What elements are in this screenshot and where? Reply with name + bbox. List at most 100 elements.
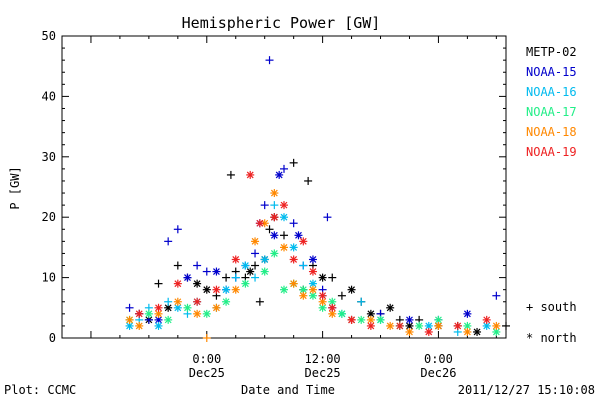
north-marker: [318, 291, 327, 300]
x-tick-time-label: 0:00: [424, 352, 453, 366]
north-marker: [366, 315, 375, 324]
north-marker: [308, 255, 317, 264]
north-marker: [154, 321, 163, 330]
south-marker: [125, 303, 134, 312]
north-marker: [415, 321, 424, 330]
north-marker: [337, 309, 346, 318]
south-marker: [173, 261, 182, 270]
legend-entry: METP-02: [526, 45, 577, 59]
north-marker: [270, 231, 279, 240]
north-marker: [328, 309, 337, 318]
south-marker: [492, 291, 501, 300]
marker-legend-entry: * north: [526, 331, 577, 345]
north-marker: [318, 273, 327, 282]
y-axis-ticks: 0 10 20 30 40 50: [42, 29, 506, 345]
north-marker: [289, 255, 298, 264]
marker-legend: + south * north: [526, 300, 577, 345]
south-marker: [202, 334, 211, 342]
south-marker: [323, 213, 332, 222]
north-marker: [328, 303, 337, 312]
north-marker: [212, 267, 221, 276]
legend-entry: NOAA-15: [526, 65, 577, 79]
north-marker: [395, 321, 404, 330]
south-marker: [222, 273, 231, 282]
north-marker: [347, 315, 356, 324]
north-marker: [463, 309, 472, 318]
north-marker: [202, 285, 211, 294]
y-axis-label: P [GW]: [8, 166, 22, 209]
north-marker: [246, 267, 255, 276]
y-tick-label: 50: [42, 29, 56, 43]
south-marker: [260, 201, 269, 210]
plot-timestamp: 2011/12/27 15:10:08: [458, 383, 595, 397]
south-marker: [289, 158, 298, 167]
x-tick-time-label: 0:00: [192, 352, 221, 366]
x-tick-time-label: 12:00: [305, 352, 341, 366]
chart-title: Hemispheric Power [GW]: [182, 14, 381, 32]
north-marker: [280, 285, 288, 294]
north-marker: [241, 261, 250, 270]
north-marker: [347, 285, 356, 294]
south-marker: [173, 225, 182, 234]
north-marker: [231, 255, 240, 264]
south-marker: [328, 273, 337, 282]
south-marker: [251, 261, 260, 270]
south-marker: [280, 164, 288, 173]
y-tick-label: 40: [42, 89, 56, 103]
north-marker: [202, 309, 211, 318]
south-marker: [164, 237, 173, 246]
north-marker: [405, 327, 414, 336]
plot-credit: Plot: CCMC: [4, 383, 76, 397]
data-markers: [125, 56, 510, 342]
north-marker: [241, 279, 250, 288]
south-marker: [265, 225, 274, 234]
north-marker: [275, 170, 284, 179]
marker-legend-entry: + south: [526, 300, 577, 314]
south-marker: [357, 297, 366, 306]
north-marker: [222, 297, 231, 306]
north-marker: [482, 315, 491, 324]
north-marker: [212, 303, 221, 312]
north-marker: [183, 273, 192, 282]
north-marker: [246, 170, 255, 179]
north-marker: [222, 285, 231, 294]
north-marker: [473, 327, 482, 336]
north-marker: [280, 213, 288, 222]
north-marker: [231, 285, 240, 294]
north-marker: [135, 321, 144, 330]
south-marker: [289, 219, 298, 228]
south-marker: [231, 273, 240, 282]
north-marker: [173, 279, 182, 288]
north-marker: [193, 309, 202, 318]
north-marker: [308, 267, 317, 276]
south-marker: [226, 170, 235, 179]
north-marker: [386, 321, 395, 330]
x-tick-date-label: Dec25: [189, 366, 225, 380]
north-marker: [193, 279, 202, 288]
x-tick-date-label: Dec25: [305, 366, 341, 380]
south-marker: [280, 231, 288, 240]
south-marker: [202, 267, 211, 276]
north-marker: [405, 315, 414, 324]
south-marker: [299, 261, 308, 270]
south-marker: [193, 261, 202, 270]
south-marker: [251, 273, 260, 282]
north-marker: [164, 315, 173, 324]
south-marker: [337, 291, 346, 300]
south-marker: [255, 297, 264, 306]
north-marker: [299, 291, 308, 300]
x-axis-label: Date and Time: [241, 383, 335, 397]
north-marker: [289, 243, 298, 252]
south-marker: [164, 297, 173, 306]
north-marker: [251, 237, 260, 246]
north-marker: [280, 243, 288, 252]
north-marker: [294, 231, 303, 240]
legend-entry: NOAA-18: [526, 125, 577, 139]
legend-entry: NOAA-19: [526, 145, 577, 159]
plot-border: [61, 35, 507, 339]
north-marker: [424, 327, 433, 336]
north-marker: [386, 303, 395, 312]
y-tick-label: 30: [42, 150, 56, 164]
